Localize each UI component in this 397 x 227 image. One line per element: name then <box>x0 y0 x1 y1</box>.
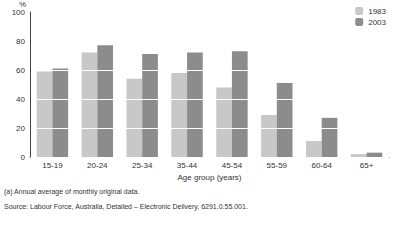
svg-text:65+: 65+ <box>360 161 374 170</box>
svg-text:60: 60 <box>16 66 25 75</box>
svg-text:60-64: 60-64 <box>311 161 332 170</box>
svg-text:80: 80 <box>16 37 25 46</box>
svg-text:20: 20 <box>16 124 25 133</box>
svg-text:40: 40 <box>16 95 25 104</box>
svg-text:0: 0 <box>21 153 26 162</box>
svg-text:55-59: 55-59 <box>267 161 288 170</box>
svg-text:35-44: 35-44 <box>177 161 198 170</box>
svg-text:Source: Labour Force, Australi: Source: Labour Force, Australia, Detaile… <box>4 203 248 211</box>
svg-text:Age group (years): Age group (years) <box>177 173 241 182</box>
svg-text:100: 100 <box>12 8 26 17</box>
svg-text:20-24: 20-24 <box>87 161 108 170</box>
svg-text:15-19: 15-19 <box>42 161 63 170</box>
svg-text:(a) Annual average of monthly: (a) Annual average of monthly original d… <box>4 188 139 196</box>
svg-text:1983: 1983 <box>368 7 386 16</box>
svg-text:45-54: 45-54 <box>222 161 243 170</box>
svg-text:25-34: 25-34 <box>132 161 153 170</box>
svg-text:2003: 2003 <box>368 18 386 27</box>
